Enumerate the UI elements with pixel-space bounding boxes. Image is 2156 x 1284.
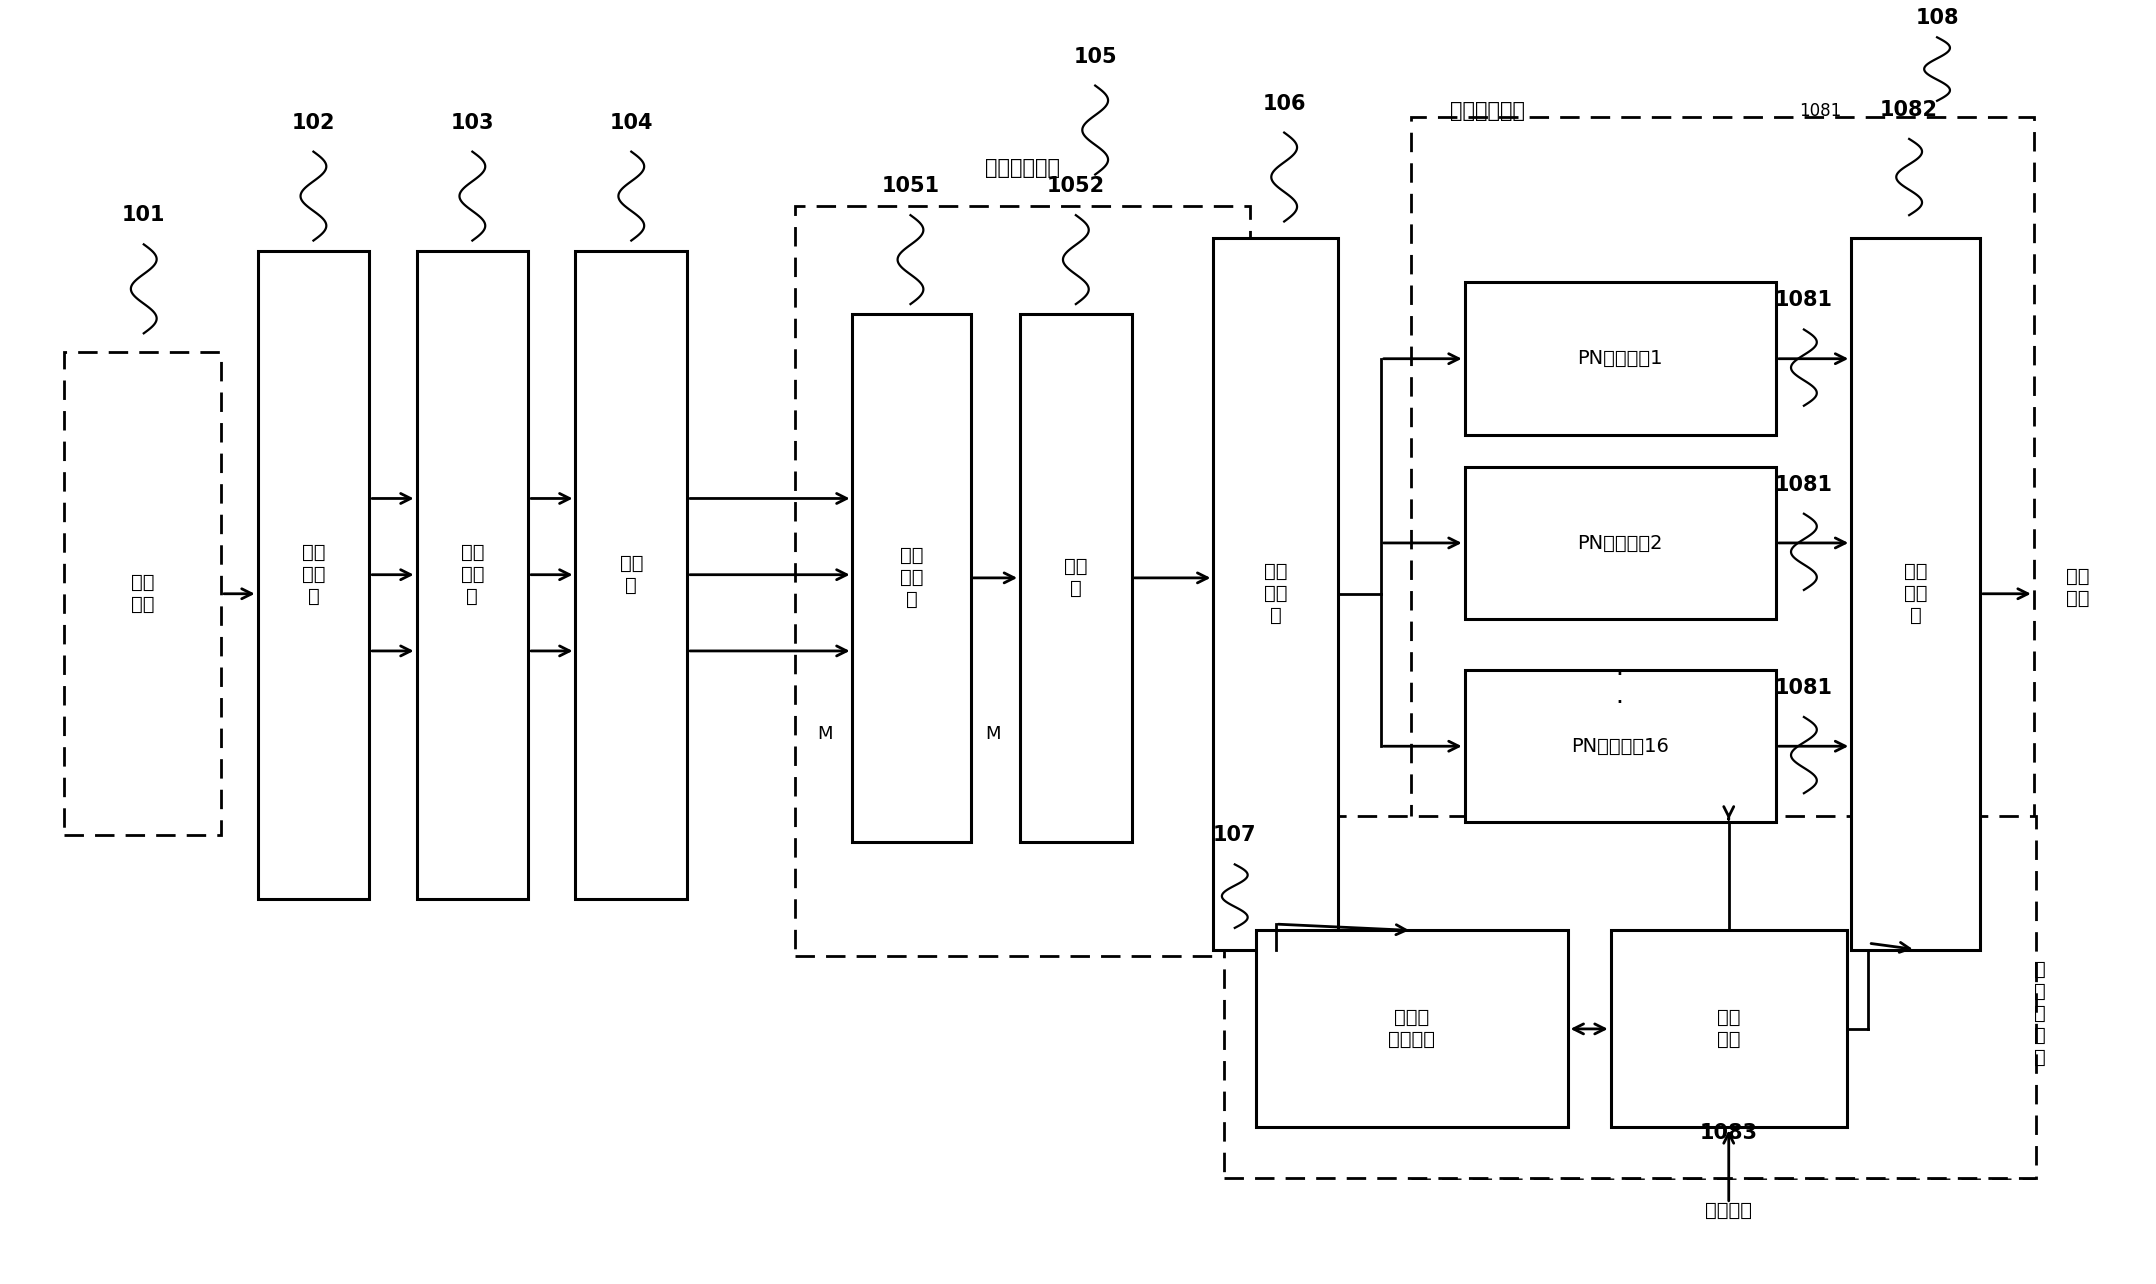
Bar xyxy=(1257,931,1567,1127)
Text: 基带
信号: 基带 信号 xyxy=(132,573,155,614)
Text: 符号
判决
器: 符号 判决 器 xyxy=(1904,562,1927,625)
Bar xyxy=(1464,670,1777,823)
Text: 相位
检测
器: 相位 检测 器 xyxy=(899,547,923,610)
Text: ·
·: · · xyxy=(1615,663,1623,715)
Text: 低通
滤波
器: 低通 滤波 器 xyxy=(302,543,326,606)
Bar xyxy=(65,352,222,835)
Text: PN相关器组1: PN相关器组1 xyxy=(1578,349,1662,369)
Text: 105: 105 xyxy=(1074,46,1117,67)
Text: 相位检测模块: 相位检测模块 xyxy=(985,158,1059,178)
Text: 103: 103 xyxy=(451,113,494,132)
Text: 1083: 1083 xyxy=(1699,1122,1757,1143)
Text: 符号同步模块: 符号同步模块 xyxy=(1449,101,1524,121)
Text: 加法
器: 加法 器 xyxy=(1065,557,1087,598)
Text: 1081: 1081 xyxy=(1774,290,1833,311)
Text: 1081: 1081 xyxy=(1774,678,1833,698)
Text: 相轴
产生
器: 相轴 产生 器 xyxy=(461,543,485,606)
Bar xyxy=(1020,315,1132,841)
Text: 量化
器: 量化 器 xyxy=(619,555,642,596)
Text: 1081: 1081 xyxy=(1800,101,1841,119)
Text: 1081: 1081 xyxy=(1774,475,1833,494)
Bar xyxy=(1225,817,2035,1179)
Bar xyxy=(416,250,528,899)
Text: 106: 106 xyxy=(1263,94,1307,113)
Text: 1052: 1052 xyxy=(1048,176,1104,196)
Bar xyxy=(796,207,1250,955)
Bar xyxy=(1464,466,1777,619)
Text: M: M xyxy=(985,724,1000,742)
Text: 恢复
数据: 恢复 数据 xyxy=(2065,568,2089,607)
Bar xyxy=(257,250,369,899)
Text: 104: 104 xyxy=(610,113,653,132)
Text: 1051: 1051 xyxy=(882,176,940,196)
Bar xyxy=(1852,238,1979,949)
Text: 帧同步
相关器组: 帧同步 相关器组 xyxy=(1388,1008,1436,1049)
Text: 时钟
选择: 时钟 选择 xyxy=(1716,1008,1740,1049)
Text: 1082: 1082 xyxy=(1880,100,1938,119)
Bar xyxy=(852,315,970,841)
Text: 帧
同
步
模
块: 帧 同 步 模 块 xyxy=(2035,959,2046,1067)
Text: 判决
成形
器: 判决 成形 器 xyxy=(1263,562,1287,625)
Bar xyxy=(1410,117,2033,1179)
Bar xyxy=(1214,238,1339,949)
Text: PN相关器组2: PN相关器组2 xyxy=(1578,533,1662,552)
Bar xyxy=(1611,931,1848,1127)
Text: 时钟信号: 时钟信号 xyxy=(1705,1201,1753,1220)
Text: PN相关器组16: PN相关器组16 xyxy=(1572,737,1669,756)
Bar xyxy=(576,250,688,899)
Bar xyxy=(1464,282,1777,435)
Text: 102: 102 xyxy=(291,113,334,132)
Text: M: M xyxy=(817,724,832,742)
Text: 101: 101 xyxy=(123,205,166,225)
Text: 107: 107 xyxy=(1214,826,1257,845)
Text: 108: 108 xyxy=(1915,9,1960,28)
